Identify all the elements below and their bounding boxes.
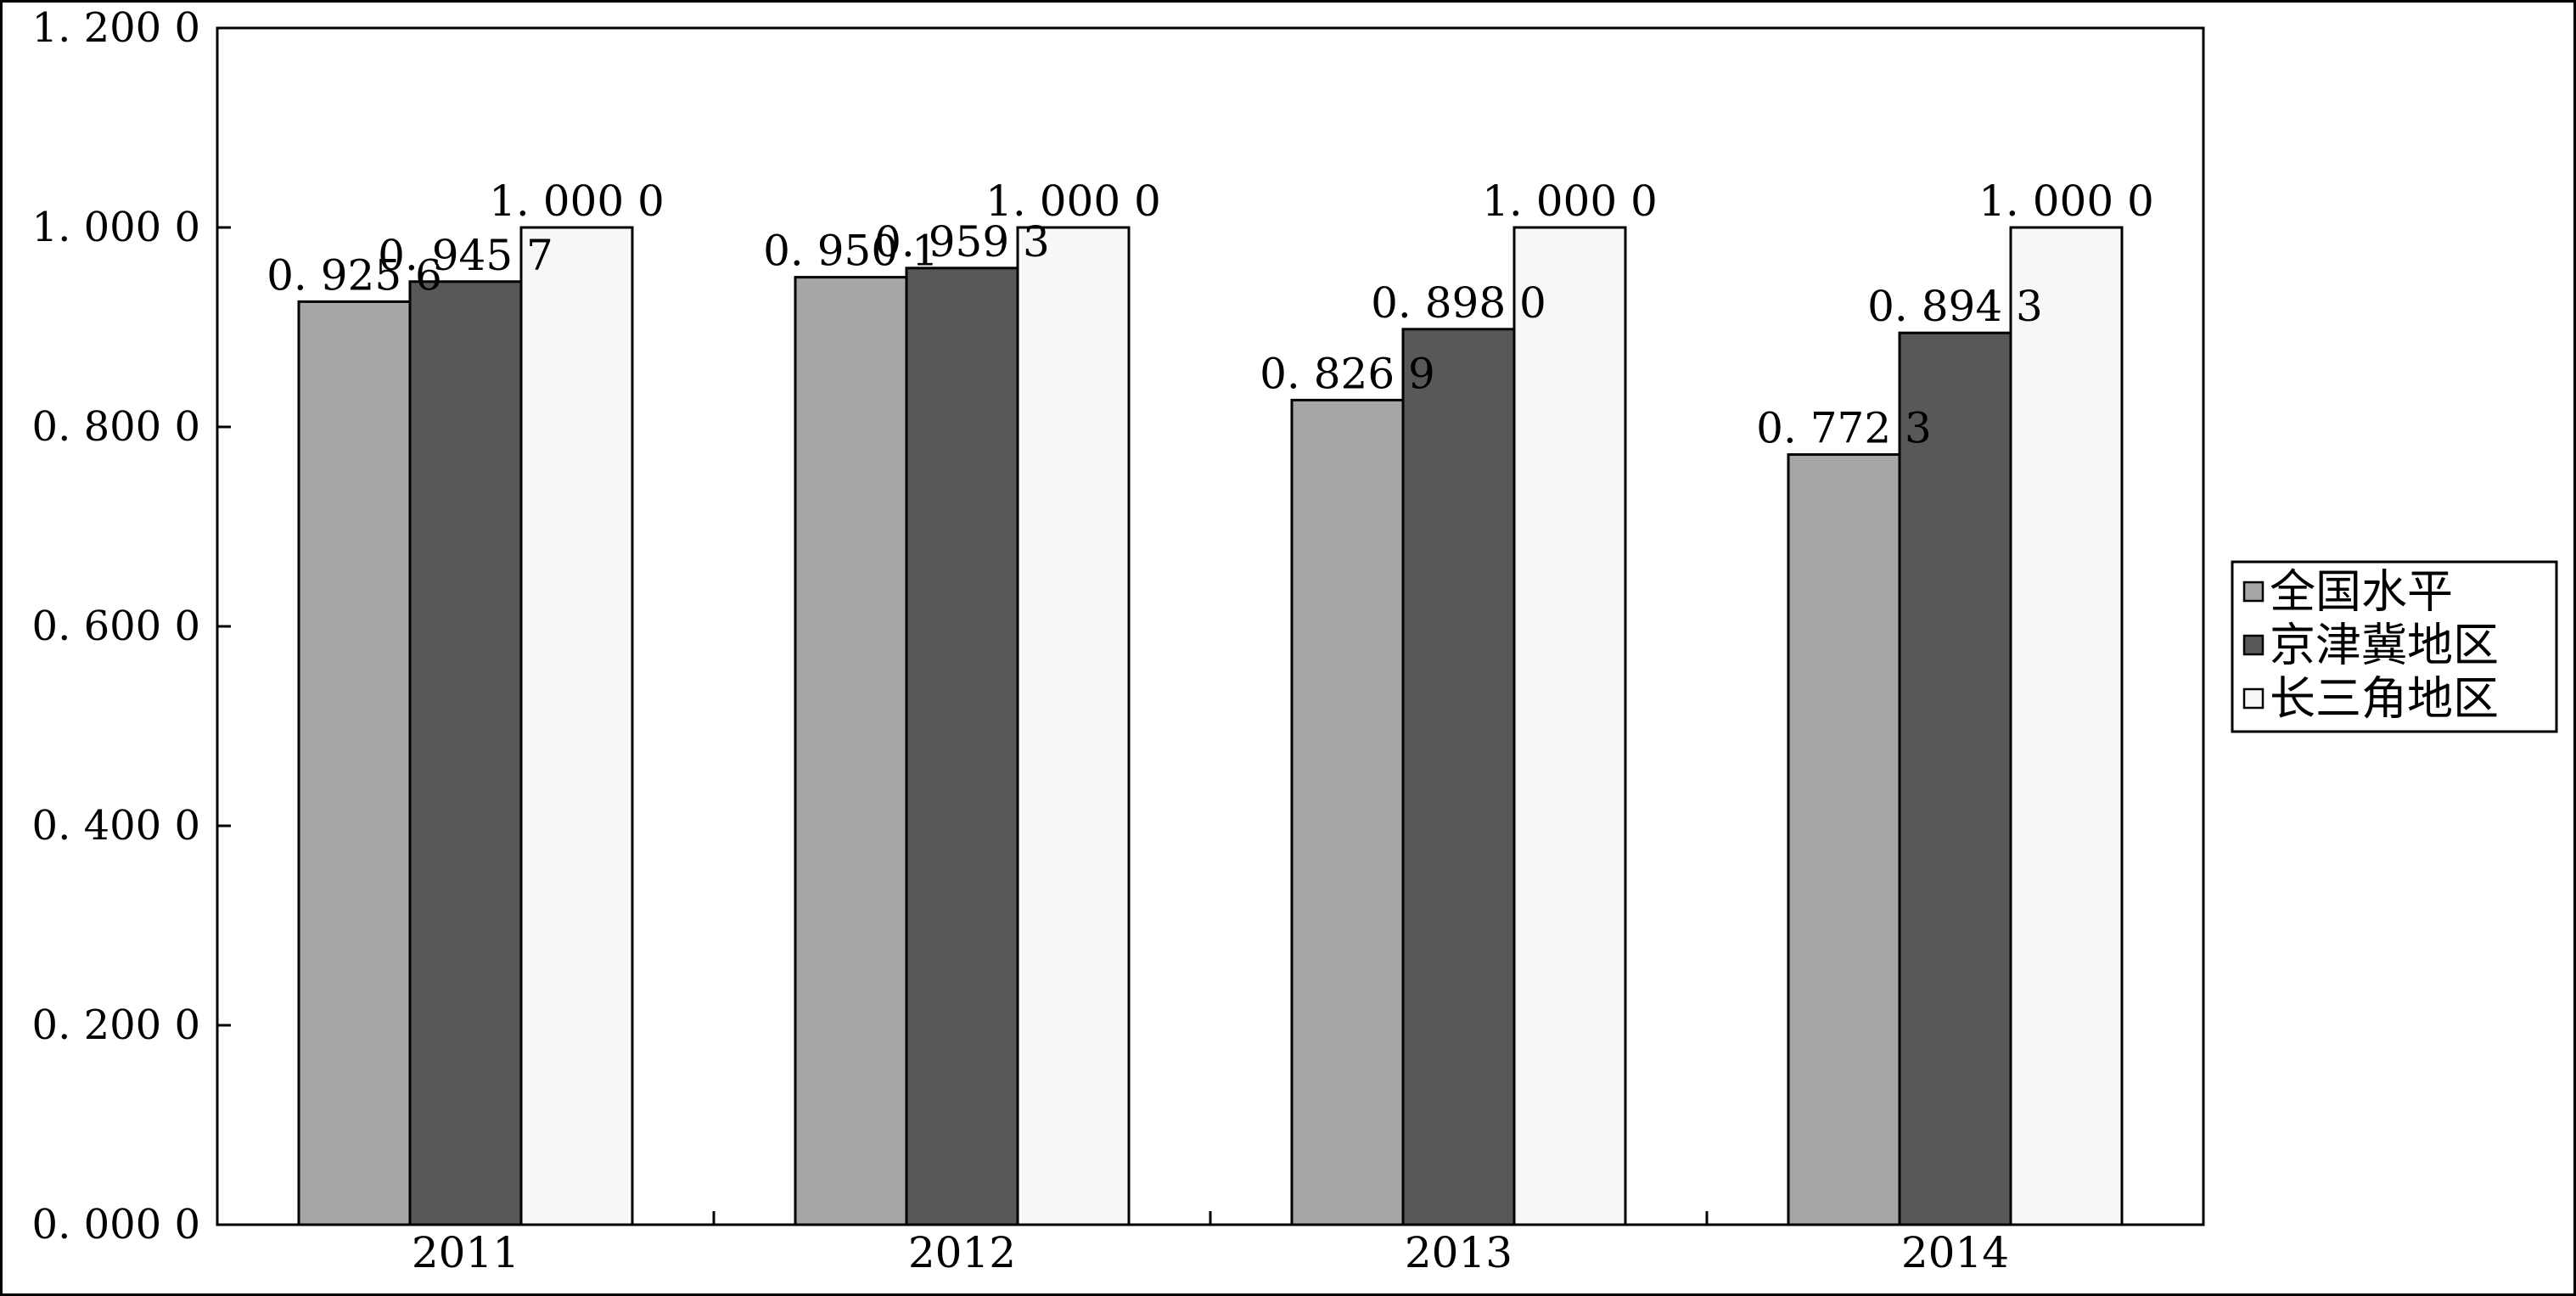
legend-swatch	[2242, 634, 2265, 656]
bar-series-3	[1512, 226, 1627, 1226]
y-tick-label: 0. 000 0	[32, 1201, 200, 1248]
y-tick-label: 0. 600 0	[32, 603, 200, 650]
data-label: 0. 772 3	[1756, 404, 1932, 453]
bar-series-3	[2009, 226, 2124, 1226]
bar-series-1	[1290, 398, 1405, 1226]
data-label: 0. 826 9	[1260, 349, 1435, 398]
y-axis: 0. 000 0 0. 200 0 0. 400 0 0. 600 0 0. 800 0…	[32, 4, 231, 1248]
data-label: 0. 894 3	[1867, 282, 2043, 331]
bar-series-1	[794, 276, 908, 1226]
y-tick-label: 0. 400 0	[32, 802, 200, 850]
x-axis: 2011 2012 2013 2014	[412, 1211, 2009, 1277]
bar-series-3	[519, 226, 634, 1226]
legend-swatch	[2242, 687, 2265, 710]
data-label: 1. 000 0	[985, 177, 1161, 226]
data-label: 0. 950 1	[763, 227, 939, 276]
bar-series-3	[1016, 226, 1131, 1226]
legend-label: 全国水平	[2270, 565, 2453, 619]
legend-box	[2231, 560, 2558, 733]
data-label: 1. 000 0	[489, 177, 665, 226]
data-label: 0. 959 3	[874, 217, 1050, 266]
x-tick-label: 2013	[1405, 1228, 1512, 1277]
bar-series-1	[297, 300, 412, 1226]
data-label: 0. 945 7	[378, 231, 553, 280]
bar-series-2	[1401, 328, 1516, 1226]
legend-label: 长三角地区	[2270, 672, 2499, 726]
x-tick-label: 2012	[908, 1228, 1016, 1277]
data-label: 0. 898 0	[1371, 278, 1546, 328]
data-labels-group: 0. 925 60. 945 7 1. 000 0 0. 950 10. 959 3…	[267, 177, 2154, 453]
bar-series-2	[408, 280, 523, 1226]
legend-swatch	[2242, 581, 2265, 603]
bar-series-2	[905, 266, 1019, 1226]
y-tick-label: 0. 800 0	[32, 403, 200, 451]
y-tick-label: 1. 200 0	[32, 4, 200, 52]
y-tick-label: 0. 200 0	[32, 1001, 200, 1049]
data-label: 1. 000 0	[1978, 177, 2154, 226]
y-tick-label: 1. 000 0	[32, 204, 200, 251]
data-label: 0. 925 6	[267, 250, 442, 300]
x-tick-label: 2014	[1901, 1228, 2009, 1277]
bars-group	[297, 226, 2124, 1226]
bar-series-2	[1898, 331, 2012, 1226]
bar-series-1	[1787, 453, 1901, 1226]
legend-label: 京津冀地区	[2270, 619, 2499, 672]
x-tick-label: 2011	[412, 1228, 519, 1277]
data-label: 1. 000 0	[1482, 177, 1658, 226]
